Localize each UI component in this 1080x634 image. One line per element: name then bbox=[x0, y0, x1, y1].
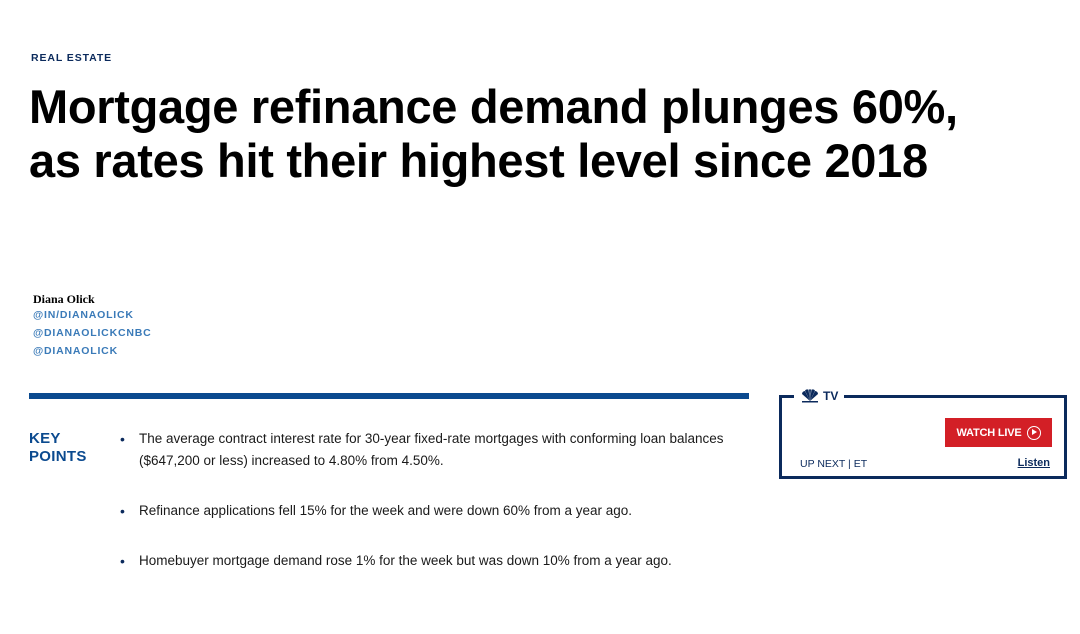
play-circle-icon bbox=[1026, 425, 1041, 440]
watch-live-button[interactable]: WATCH LIVE bbox=[945, 418, 1052, 447]
key-point-text: The average contract interest rate for 3… bbox=[139, 431, 724, 468]
nbc-peacock-icon bbox=[802, 389, 818, 403]
listen-link[interactable]: Listen bbox=[1017, 457, 1050, 469]
watch-live-label: WATCH LIVE bbox=[956, 426, 1022, 439]
bullet-icon: • bbox=[120, 503, 125, 519]
author-block: Diana Olick @IN/DIANAOLICK @DIANAOLICKCN… bbox=[33, 292, 333, 360]
key-points-heading-line1: KEY bbox=[29, 430, 61, 447]
up-next-label: UP NEXT | ET bbox=[800, 458, 868, 470]
author-twitter-link[interactable]: @DIANAOLICK bbox=[33, 345, 118, 357]
cnbc-tv-widget: TV WATCH LIVE UP NEXT | ET Listen bbox=[779, 386, 1067, 479]
author-name[interactable]: Diana Olick bbox=[33, 292, 95, 306]
key-point-item: • The average contract interest rate for… bbox=[118, 428, 738, 472]
author-twitter-cnbc-link[interactable]: @DIANAOLICKCNBC bbox=[33, 327, 152, 339]
key-point-item: • Refinance applications fell 15% for th… bbox=[118, 500, 738, 522]
key-point-item: • Homebuyer mortgage demand rose 1% for … bbox=[118, 550, 738, 572]
cnbc-tv-label[interactable]: TV bbox=[794, 386, 845, 406]
bullet-icon: • bbox=[120, 553, 125, 569]
key-points-heading: KEY POINTS bbox=[29, 430, 87, 466]
key-point-text: Homebuyer mortgage demand rose 1% for th… bbox=[139, 553, 672, 568]
author-linkedin-link[interactable]: @IN/DIANAOLICK bbox=[33, 309, 134, 321]
key-points-heading-line2: POINTS bbox=[29, 448, 87, 465]
key-point-text: Refinance applications fell 15% for the … bbox=[139, 503, 633, 518]
section-tag[interactable]: REAL ESTATE bbox=[31, 52, 113, 64]
bullet-icon: • bbox=[120, 431, 125, 447]
article-headline: Mortgage refinance demand plunges 60%, a… bbox=[29, 80, 958, 187]
tv-label-text: TV bbox=[823, 389, 839, 403]
key-points-list: • The average contract interest rate for… bbox=[118, 428, 738, 600]
section-divider bbox=[29, 393, 749, 399]
